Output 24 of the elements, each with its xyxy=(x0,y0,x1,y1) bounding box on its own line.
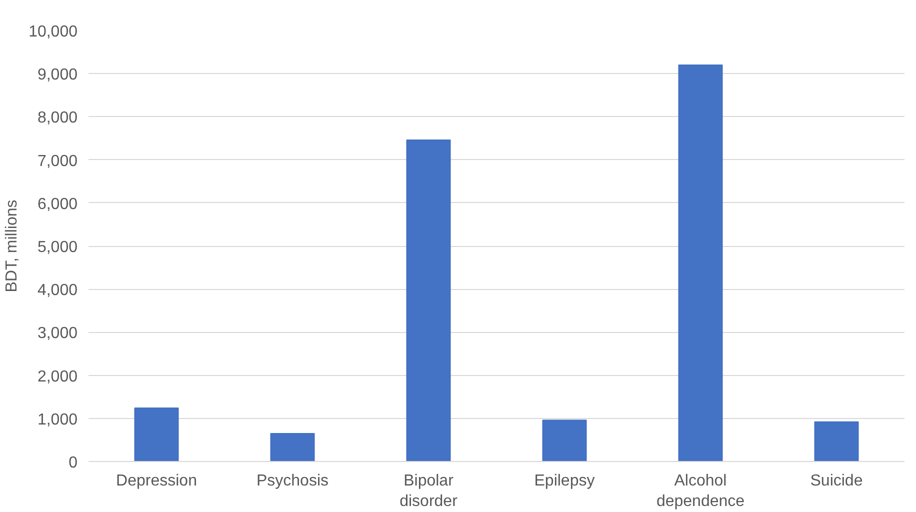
bar xyxy=(542,420,587,462)
y-tick-label: 5,000 xyxy=(37,239,78,256)
bar xyxy=(406,139,451,462)
y-tick-label: 2,000 xyxy=(37,368,78,386)
x-tick-label: Alcohol dependence xyxy=(656,472,745,510)
y-tick-label: 1,000 xyxy=(37,411,78,428)
x-tick-label: Suicide xyxy=(810,472,863,490)
x-tick-label: Bipolar disorder xyxy=(400,472,458,510)
x-tick-label: Epilepsy xyxy=(534,472,595,490)
y-tick-label: 9,000 xyxy=(37,66,78,84)
y-tick-label: 4,000 xyxy=(37,282,78,300)
y-tick-label: 0 xyxy=(68,454,78,472)
y-tick-label: 6,000 xyxy=(37,196,78,213)
bar xyxy=(270,432,315,462)
x-tick-label: Depression xyxy=(116,472,197,490)
y-axis-title: BDT, millions xyxy=(4,200,21,292)
x-tick-label: Psychosis xyxy=(256,472,329,490)
bar xyxy=(678,64,723,462)
y-tick-label: 8,000 xyxy=(37,110,78,127)
y-tick-label: 10,000 xyxy=(28,24,78,40)
y-tick-label: 7,000 xyxy=(37,152,78,170)
bar xyxy=(814,421,859,462)
y-tick-label: 3,000 xyxy=(37,325,78,342)
bar xyxy=(134,408,179,462)
